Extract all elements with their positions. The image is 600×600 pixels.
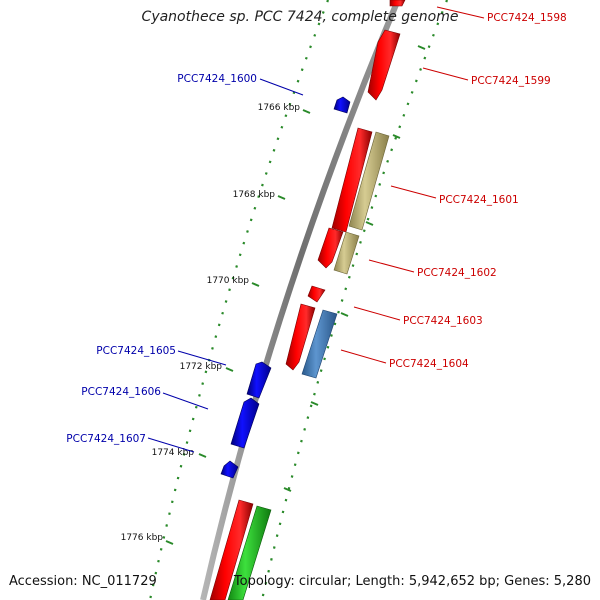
- outer-dotted-track: [260, 0, 449, 600]
- genome-backbone: [200, 0, 401, 600]
- tick-mark: [251, 282, 260, 287]
- gene-label-pcc7424-1607[interactable]: PCC7424_1607: [66, 433, 146, 445]
- gene-label-pcc7424-1599[interactable]: PCC7424_1599: [471, 75, 551, 87]
- gene-label-pcc7424-1601[interactable]: PCC7424_1601: [439, 194, 519, 206]
- gene-feature-pcc7424-1598[interactable]: [389, 0, 406, 7]
- tick-mark: [225, 367, 234, 372]
- gene-label-pcc7424-1605[interactable]: PCC7424_1605: [96, 345, 176, 357]
- feature-green-lower: [227, 505, 272, 600]
- gene-label-pcc7424-1604[interactable]: PCC7424_1604: [389, 358, 469, 370]
- feature-olive-upper: [348, 131, 390, 231]
- gene-feature-pcc7424-1605[interactable]: [246, 361, 272, 399]
- gene-label-pcc7424-1606[interactable]: PCC7424_1606: [81, 386, 161, 398]
- gene-feature-pcc7424-1599[interactable]: [367, 29, 401, 101]
- outer-track-dashes: [283, 45, 426, 492]
- tick-mark: [198, 453, 207, 458]
- gene-feature-pcc7424-1607[interactable]: [220, 460, 239, 479]
- tick-mark: [277, 195, 286, 200]
- tick-label: 1776 kbp: [121, 533, 164, 543]
- tick-label: 1766 kbp: [258, 103, 301, 113]
- gene-feature-red-lower: [209, 499, 254, 600]
- gene-label-pcc7424-1603[interactable]: PCC7424_1603: [403, 315, 483, 327]
- gene-feature-pcc7424-1602[interactable]: [317, 227, 344, 269]
- accession-text: Accession: NC_011729: [9, 574, 157, 589]
- feature-olive-lower: [333, 231, 360, 275]
- tick-label: 1772 kbp: [180, 362, 223, 372]
- gene-feature-pcc7424-1606[interactable]: [230, 397, 260, 449]
- genome-summary-text: Topology: circular; Length: 5,942,652 bp…: [233, 574, 591, 589]
- tick-label: 1770 kbp: [207, 276, 250, 286]
- forward-cds-features: [209, 0, 406, 600]
- gene-labels: PCC7424_1598 PCC7424_1599 PCC7424_1600 P…: [66, 12, 566, 445]
- label-connectors: [147, 6, 485, 453]
- scale: 1766 kbp 1768 kbp 1770 kbp 1772 kbp 1774…: [121, 103, 311, 545]
- tick-mark: [302, 109, 311, 114]
- tick-mark: [165, 540, 174, 545]
- gene-label-pcc7424-1602[interactable]: PCC7424_1602: [417, 267, 497, 279]
- tick-label: 1768 kbp: [233, 190, 276, 200]
- gene-label-pcc7424-1600[interactable]: PCC7424_1600: [177, 73, 257, 85]
- reverse-cds-features: [220, 96, 351, 479]
- gene-label-pcc7424-1598[interactable]: PCC7424_1598: [487, 12, 567, 24]
- tick-label: 1774 kbp: [152, 448, 195, 458]
- other-features: [227, 131, 390, 600]
- gene-feature-pcc7424-1604[interactable]: [285, 303, 316, 371]
- gene-feature-pcc7424-1600[interactable]: [333, 96, 351, 114]
- map-title: Cyanothece sp. PCC 7424, complete genome: [141, 9, 459, 25]
- gene-feature-pcc7424-1603[interactable]: [307, 285, 326, 303]
- feature-steel: [301, 309, 338, 379]
